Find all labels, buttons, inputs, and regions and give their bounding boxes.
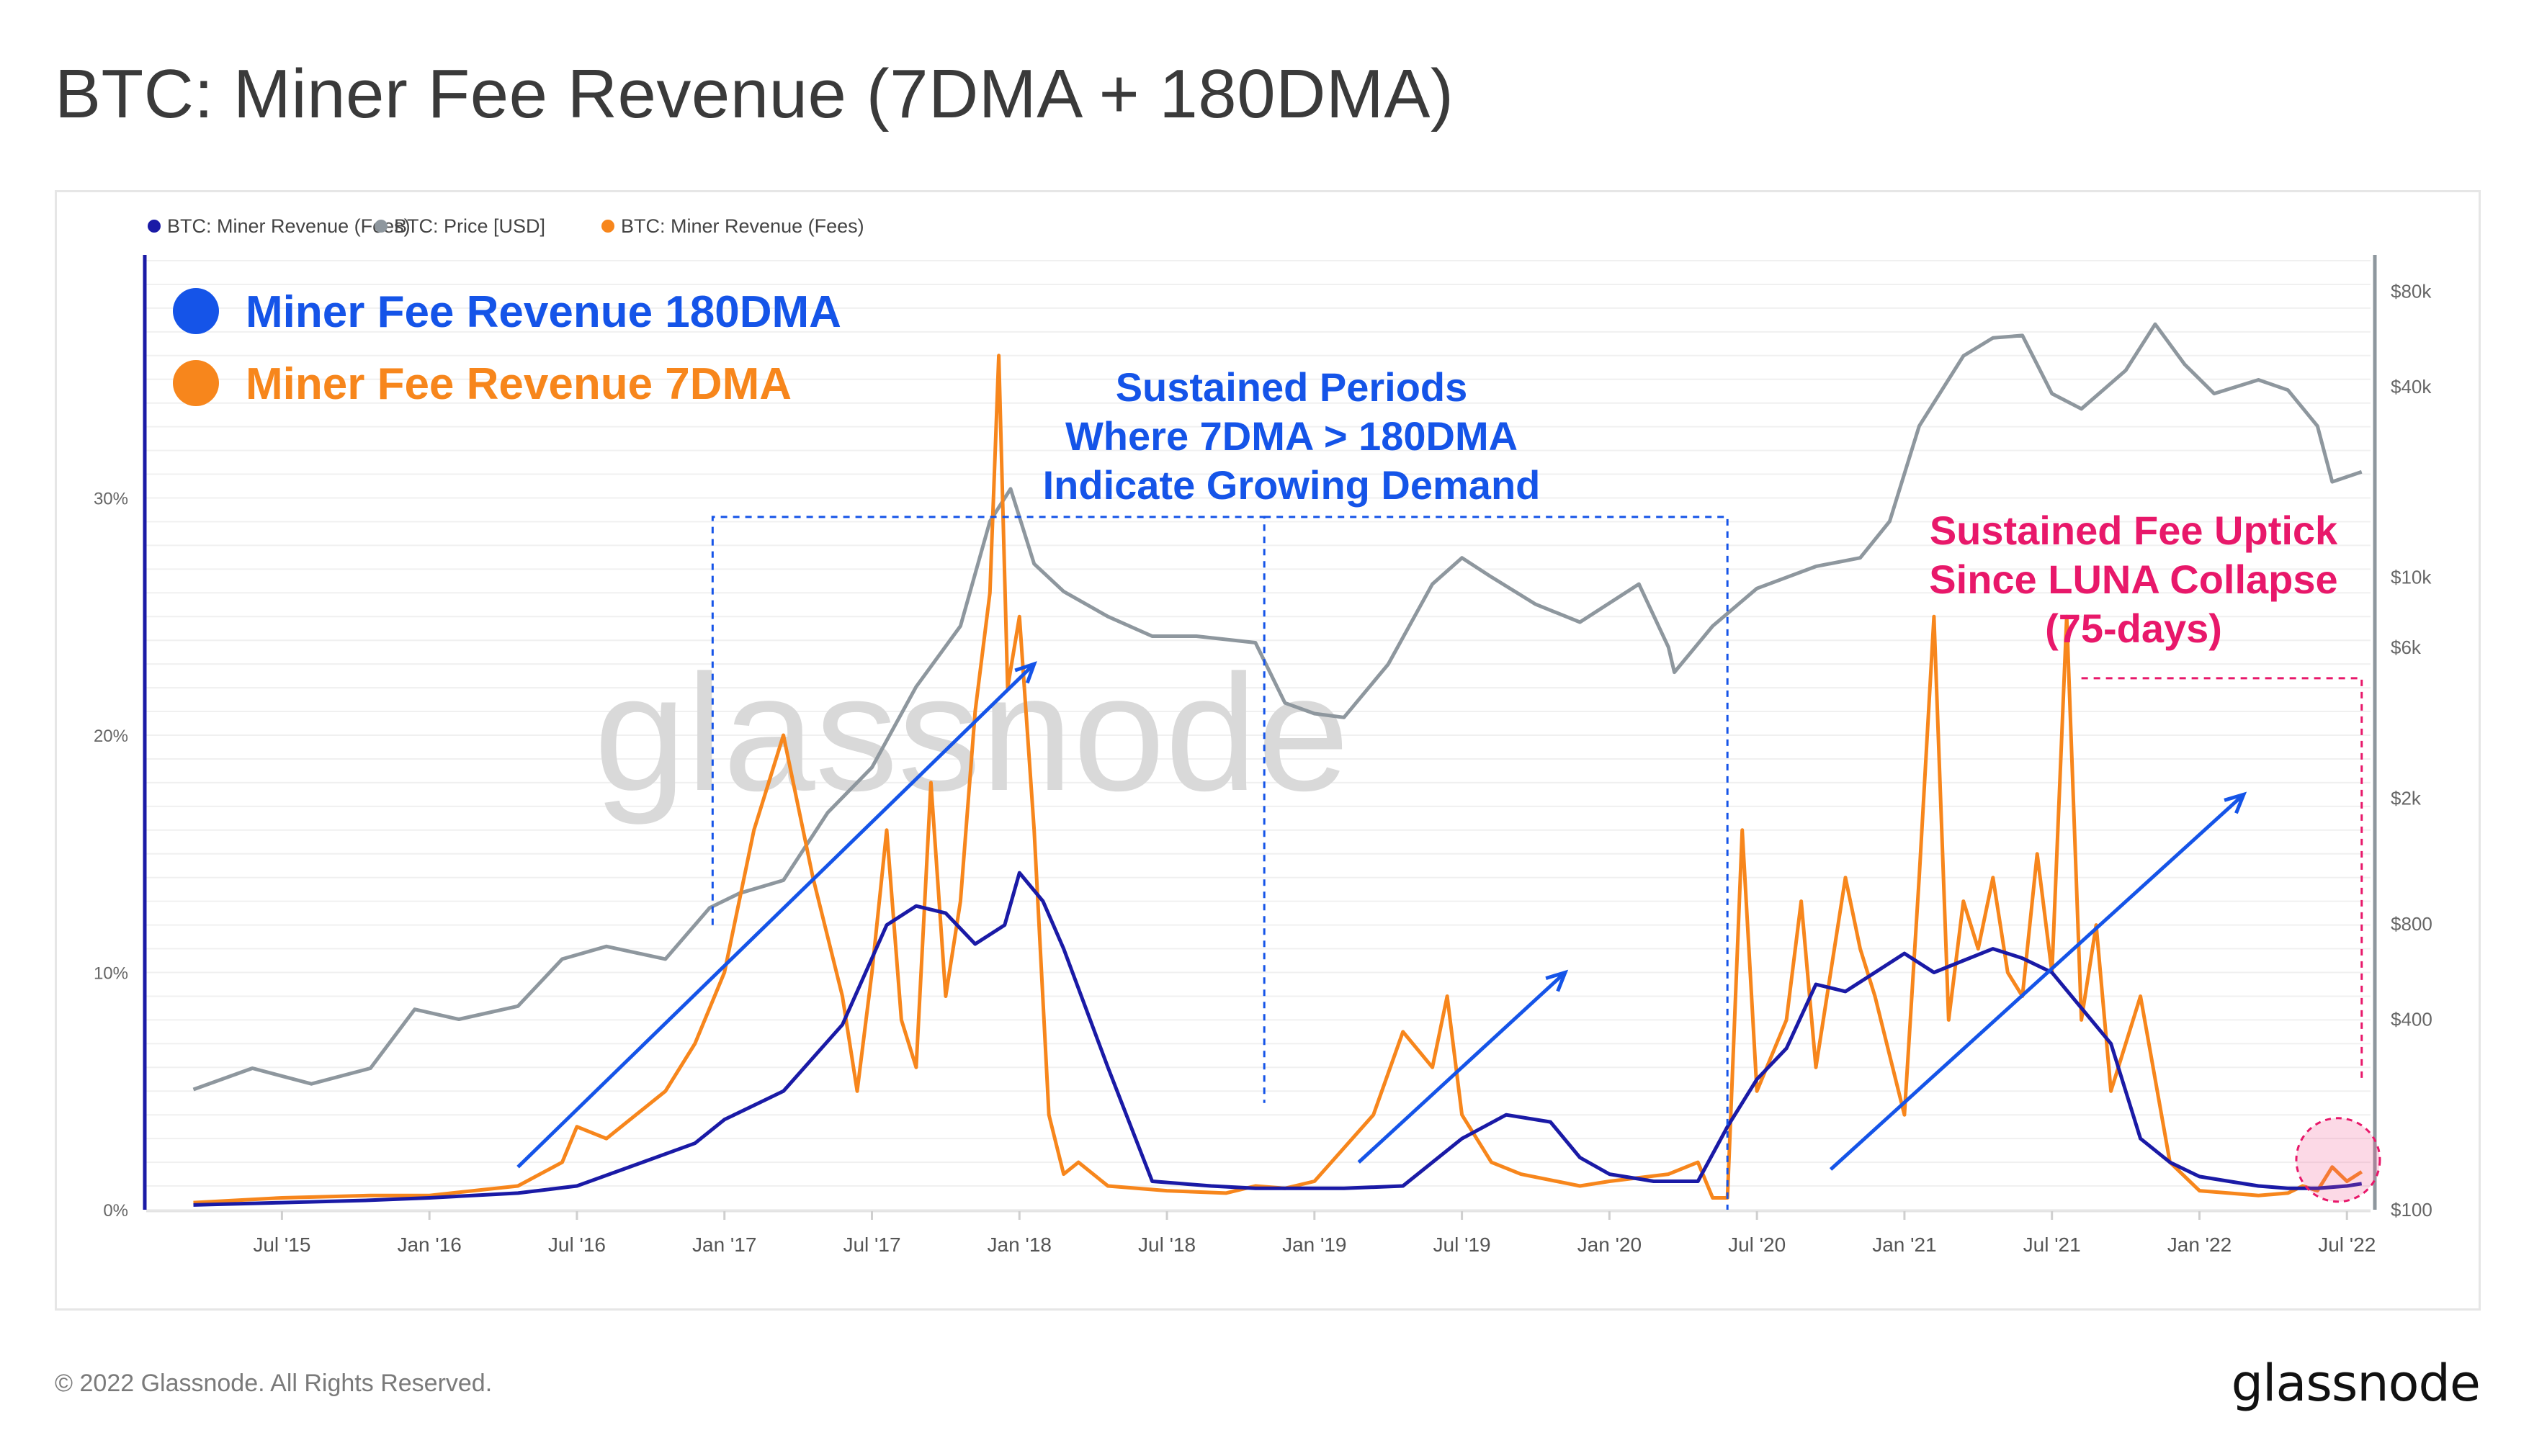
legend-big-label: Miner Fee Revenue 7DMA xyxy=(246,359,792,409)
y-left-tick-label: 0% xyxy=(103,1201,128,1221)
legend-big-marker xyxy=(173,288,219,334)
annotation-luna-line: Since LUNA Collapse xyxy=(1929,557,2337,602)
watermark-text: glassnode xyxy=(594,640,1350,825)
x-tick-label: Jan '16 xyxy=(397,1233,461,1256)
y-right-tick-label: $2k xyxy=(2391,787,2422,809)
annotation-luna-line: (75-days) xyxy=(2045,606,2222,651)
trend-arrow-2017-head xyxy=(1014,661,1037,684)
x-tick-label: Jul '17 xyxy=(843,1233,900,1256)
chart-frame: glassnode 0% 10% 20% 30% $100 $400 $800 $2k $6k $… xyxy=(55,190,2481,1311)
y-right-tick-label: $80k xyxy=(2391,281,2432,302)
y-left-tick-label: 30% xyxy=(94,490,128,509)
footer-copyright: © 2022 Glassnode. All Rights Reserved. xyxy=(55,1370,493,1397)
y-right-tick-label: $100 xyxy=(2391,1199,2432,1221)
legend-top-label: BTC: Miner Revenue (Fees) xyxy=(167,215,411,237)
y-right-tick-label: $10k xyxy=(2391,566,2432,588)
y-left-tick-label: 10% xyxy=(94,964,128,984)
trend-arrow-2021 xyxy=(1829,793,2245,1171)
x-tick-label: Jul '19 xyxy=(1433,1233,1491,1256)
legend-top-marker xyxy=(601,220,614,233)
axes: 0% 10% 20% 30% $100 $400 $800 $2k $6k $10k $40k $80… xyxy=(94,255,2432,1256)
x-tick-label: Jul '15 xyxy=(253,1233,310,1256)
luna-dashed-bracket xyxy=(2081,677,2363,1079)
trend-arrow-2019 xyxy=(1357,971,1567,1164)
legend-big: Miner Fee Revenue 180DMA Miner Fee Revenu… xyxy=(173,287,841,409)
legend-top: BTC: Miner Revenue (Fees)BTC: Price [USD… xyxy=(148,215,864,237)
dashed-box-2017 xyxy=(711,516,1266,1103)
series-layer xyxy=(192,322,2363,1207)
x-tick-label: Jul '16 xyxy=(548,1233,606,1256)
trend-arrow-2019-head xyxy=(1545,969,1569,992)
legend-big-marker xyxy=(173,360,219,406)
x-tick-label: Jan '20 xyxy=(1577,1233,1642,1256)
y-right-tick-label: $40k xyxy=(2391,376,2432,397)
x-tick-label: Jan '19 xyxy=(1282,1233,1346,1256)
page-title: BTC: Miner Fee Revenue (7DMA + 180DMA) xyxy=(55,55,1454,132)
x-tick-label: Jul '22 xyxy=(2318,1233,2376,1256)
series-7dma-line xyxy=(193,354,2363,1205)
y-left-tick-label: 20% xyxy=(94,727,128,746)
y-right-tick-label: $6k xyxy=(2391,637,2422,658)
chart-svg: glassnode 0% 10% 20% 30% $100 $400 $800 $2k $6k $… xyxy=(94,215,2432,1256)
annotation-sustained-periods-line: Indicate Growing Demand xyxy=(1043,462,1541,508)
legend-top-label: BTC: Miner Revenue (Fees) xyxy=(621,215,864,237)
series-180dma-line xyxy=(193,871,2363,1207)
annotation-luna-line: Sustained Fee Uptick xyxy=(1930,508,2338,553)
annotation-sustained-periods-line: Where 7DMA > 180DMA xyxy=(1065,413,1518,459)
y-right-tick-label: $400 xyxy=(2391,1008,2432,1030)
y-right-tick-label: $800 xyxy=(2391,913,2432,935)
x-tick-label: Jul '20 xyxy=(1728,1233,1786,1256)
x-tick-label: Jul '18 xyxy=(1138,1233,1196,1256)
legend-top-marker xyxy=(375,220,388,233)
legend-big-label: Miner Fee Revenue 180DMA xyxy=(246,287,841,337)
x-tick-label: Jan '21 xyxy=(1872,1233,1936,1256)
luna-highlight-circle xyxy=(2295,1117,2381,1203)
grid-lines xyxy=(146,260,2371,1210)
series-price-line xyxy=(192,322,2363,1092)
glassnode-logo: glassnode xyxy=(2231,1354,2481,1413)
trend-arrow-2021-head xyxy=(2224,791,2247,814)
annotation-sustained-periods-line: Sustained Periods xyxy=(1116,364,1468,410)
legend-top-label: BTC: Price [USD] xyxy=(394,215,545,237)
x-tick-label: Jan '17 xyxy=(692,1233,756,1256)
trend-arrow-2017 xyxy=(516,662,1036,1169)
legend-top-marker xyxy=(148,220,161,233)
x-tick-label: Jan '22 xyxy=(2167,1233,2232,1256)
x-tick-label: Jul '21 xyxy=(2023,1233,2081,1256)
x-tick-label: Jan '18 xyxy=(988,1233,1052,1256)
